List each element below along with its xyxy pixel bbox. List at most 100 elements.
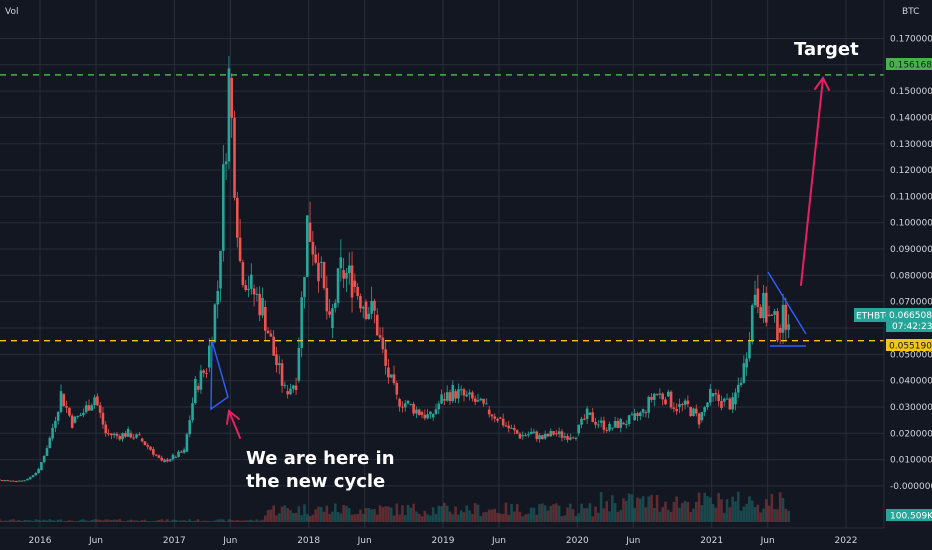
candle-body bbox=[513, 427, 516, 431]
ticker-tag: ETHBTC bbox=[854, 308, 891, 322]
candle-body bbox=[636, 413, 639, 417]
volume-bar bbox=[625, 500, 628, 522]
candle-body bbox=[672, 407, 676, 409]
volume-bar bbox=[395, 503, 399, 522]
volume-bar bbox=[289, 510, 292, 522]
volume-bar bbox=[364, 508, 368, 522]
candle-body bbox=[160, 457, 164, 461]
candle-body bbox=[331, 308, 334, 328]
candle-body bbox=[538, 435, 541, 440]
volume-bar bbox=[152, 521, 155, 522]
volume-bar bbox=[121, 520, 124, 522]
candle-body bbox=[90, 405, 94, 411]
candle-body bbox=[199, 370, 203, 390]
x-tick-label: Jun bbox=[222, 536, 237, 546]
volume-bar bbox=[734, 501, 737, 522]
candle-body bbox=[451, 384, 455, 402]
candle-body bbox=[658, 393, 662, 395]
candle-body bbox=[767, 314, 771, 316]
candle-body bbox=[583, 418, 586, 420]
volume-bar bbox=[272, 505, 275, 522]
candle-body bbox=[384, 349, 387, 366]
candle-body bbox=[121, 433, 124, 440]
candle-body bbox=[154, 454, 158, 456]
support-price-text: 0.055190 bbox=[889, 342, 932, 352]
candle-body bbox=[527, 434, 530, 436]
candle-body bbox=[417, 409, 421, 415]
volume-bar bbox=[720, 499, 723, 522]
candle-body bbox=[395, 383, 399, 395]
candle-body bbox=[717, 394, 720, 402]
volume-bar bbox=[759, 512, 762, 522]
candle-body bbox=[725, 398, 729, 400]
volume-bar bbox=[138, 520, 141, 522]
volume-bar bbox=[482, 512, 485, 522]
volume-bar bbox=[37, 519, 40, 522]
candle-body bbox=[163, 459, 166, 463]
volume-bar bbox=[166, 519, 169, 522]
volume-bar bbox=[574, 516, 578, 522]
candle-body bbox=[574, 437, 578, 439]
candle-body bbox=[325, 288, 329, 312]
candle-body bbox=[294, 385, 298, 391]
volume-bar bbox=[258, 520, 261, 522]
volume-bar bbox=[541, 503, 544, 522]
candle-body bbox=[585, 408, 589, 420]
volume-bar bbox=[767, 505, 771, 522]
y-tick-label: 0.150000 bbox=[890, 87, 932, 97]
volume-bar bbox=[3, 520, 7, 522]
candle-body bbox=[28, 477, 32, 480]
candle-body bbox=[70, 415, 74, 428]
volume-bar bbox=[347, 508, 351, 522]
volume-bar bbox=[20, 521, 24, 522]
candle-body bbox=[275, 354, 278, 366]
volume-bar bbox=[286, 508, 289, 522]
volume-bar bbox=[750, 500, 754, 522]
volume-bar bbox=[636, 497, 639, 522]
candle-body bbox=[171, 454, 175, 460]
volume-bar bbox=[613, 502, 617, 522]
x-tick-label: Jun bbox=[357, 536, 372, 546]
volume-bar bbox=[711, 504, 715, 522]
volume-bar bbox=[294, 512, 298, 522]
volume-bar bbox=[429, 515, 432, 522]
candle-body bbox=[557, 431, 561, 435]
volume-bar bbox=[98, 519, 102, 522]
candle-body bbox=[104, 424, 108, 434]
candle-body bbox=[706, 402, 709, 408]
candle-body bbox=[9, 480, 12, 482]
volume-bar bbox=[48, 519, 52, 522]
volume-bar bbox=[387, 506, 390, 522]
y-tick-label: 0.040000 bbox=[890, 377, 932, 387]
candle-body bbox=[76, 415, 80, 417]
volume-bar bbox=[389, 507, 393, 522]
candle-body bbox=[241, 262, 245, 286]
candle-body bbox=[549, 431, 553, 437]
x-tick-label: 2019 bbox=[432, 536, 455, 546]
volume-bar bbox=[384, 506, 387, 522]
volume-bar bbox=[249, 519, 253, 522]
candle-body bbox=[68, 407, 71, 416]
candle-body bbox=[571, 437, 575, 439]
volume-bar bbox=[73, 521, 77, 522]
candle-body bbox=[342, 270, 345, 279]
volume-bar bbox=[219, 519, 222, 522]
y-tick-label: 0.080000 bbox=[890, 271, 932, 281]
volume-bar bbox=[647, 496, 650, 522]
candle-body bbox=[135, 434, 138, 438]
volume-bar bbox=[725, 499, 729, 522]
volume-bar bbox=[588, 503, 592, 522]
candle-body bbox=[468, 392, 471, 395]
volume-bar bbox=[227, 519, 231, 522]
volume-bar bbox=[54, 520, 57, 522]
x-tick-label: Jun bbox=[491, 536, 506, 546]
currency-label: BTC bbox=[902, 7, 919, 17]
volume-bar bbox=[84, 520, 88, 522]
candle-body bbox=[347, 265, 351, 274]
candle-body bbox=[328, 311, 331, 315]
x-tick-label: 2020 bbox=[566, 536, 589, 546]
candle-body bbox=[666, 391, 670, 397]
candle-body bbox=[703, 407, 706, 413]
cycle-annotation-line1: We are here in bbox=[246, 448, 395, 469]
